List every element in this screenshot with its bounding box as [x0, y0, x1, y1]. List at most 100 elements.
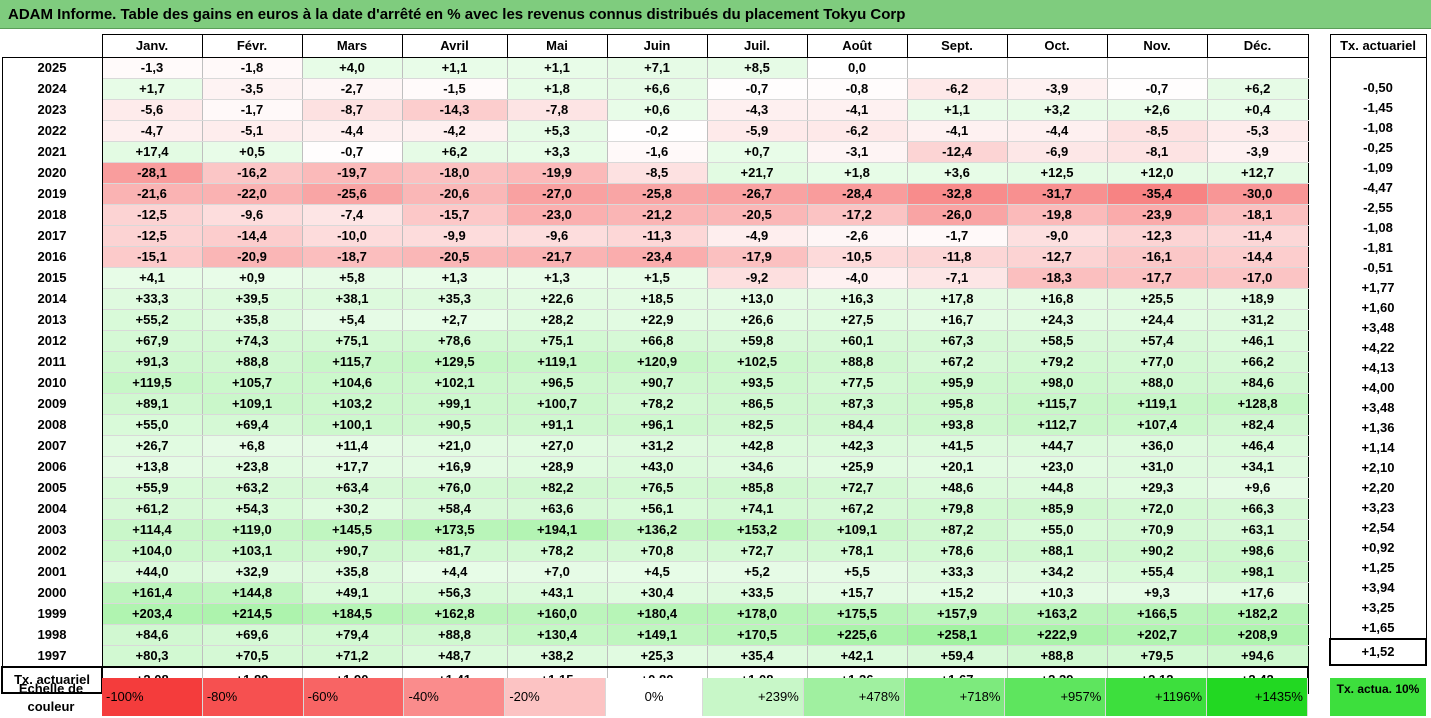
gain-cell: +18,9: [1207, 288, 1309, 310]
gain-cell: +173,5: [402, 519, 508, 541]
gain-cell: -27,0: [507, 183, 608, 205]
gain-cell: -17,7: [1107, 267, 1208, 289]
gain-cell: +18,5: [607, 288, 708, 310]
gain-cell: +42,1: [807, 645, 908, 668]
gain-cell: +66,3: [1207, 498, 1309, 520]
header-corner: [2, 35, 102, 58]
gain-cell: +85,8: [707, 477, 808, 499]
gain-cell: -4,9: [707, 225, 808, 247]
gain-cell: +55,9: [102, 477, 203, 499]
tx-actuariel-cell: +2,20: [1329, 478, 1427, 498]
month-header: Juil.: [706, 34, 808, 58]
gain-cell: -20,5: [707, 204, 808, 226]
gain-cell: +1,1: [907, 99, 1008, 121]
gain-cell: +82,5: [707, 414, 808, 436]
year-label: 2019: [1, 183, 103, 205]
gain-cell: +170,5: [707, 624, 808, 646]
gain-cell: -8,5: [607, 162, 708, 184]
gain-cell: +23,0: [1007, 456, 1108, 478]
gain-cell: -4,4: [302, 120, 403, 142]
year-label: 1999: [1, 603, 103, 625]
gain-cell: -20,5: [402, 246, 508, 268]
year-row: 2021 +17,4 +0,5 -0,7 +6,2 +3,3 -1,6 +0,7 -3,1 -12…: [1, 141, 1309, 163]
year-row: 2015 +4,1 +0,9 +5,8 +1,3 +1,3 +1,5 -9,2 -4,0 -7,1…: [1, 267, 1309, 289]
tx-actuariel-total: +1,52: [1329, 638, 1427, 666]
gain-cell: +25,3: [607, 645, 708, 668]
year-label: 1998: [1, 624, 103, 646]
gain-cell: +104,0: [102, 540, 203, 562]
gain-cell: +33,5: [707, 582, 808, 604]
gain-cell: +31,2: [607, 435, 708, 457]
gain-cell: +115,7: [1007, 393, 1108, 415]
tx-actuariel-cell: +2,54: [1329, 518, 1427, 538]
gain-cell: +78,2: [607, 393, 708, 415]
year-row: 2003 +114,4 +119,0 +145,5 +173,5 +194,1 +136,2…: [1, 519, 1309, 541]
year-row: 2024 +1,7 -3,5 -2,7 -1,5 +1,8 +6,6 -0,7 -0,8 -6,2…: [1, 78, 1309, 100]
tx-actuariel-cell: -4,47: [1329, 178, 1427, 198]
tx-actuariel-cell: [1329, 57, 1427, 78]
gain-cell: +0,7: [707, 141, 808, 163]
tx-actuariel-cell: -1,45: [1329, 98, 1427, 118]
gain-cell: -31,7: [1007, 183, 1108, 205]
color-scale-step: +1435%: [1207, 678, 1308, 716]
tx-actuariel-cell: +3,48: [1329, 318, 1427, 338]
gain-cell: +2,6: [1107, 99, 1208, 121]
gain-cell: -30,0: [1207, 183, 1309, 205]
gain-cell: -12,5: [102, 204, 203, 226]
gain-cell: +85,9: [1007, 498, 1108, 520]
tx-actuariel-cell: +3,94: [1329, 578, 1427, 598]
month-header: Avril: [401, 34, 508, 58]
year-label: 2023: [1, 99, 103, 121]
gains-table-body: 2025 -1,3 -1,8 +4,0 +1,1 +1,1 +7,1 +8,5 0,0 2024 +…: [1, 57, 1309, 694]
gain-cell: +109,1: [202, 393, 303, 415]
gain-cell: +3,3: [507, 141, 608, 163]
gain-cell: +86,5: [707, 393, 808, 415]
year-row: 2007 +26,7 +6,8 +11,4 +21,0 +27,0 +31,2 +42,8 +4…: [1, 435, 1309, 457]
gain-cell: +90,2: [1107, 540, 1208, 562]
gain-cell: +78,2: [507, 540, 608, 562]
gain-cell: +15,2: [907, 582, 1008, 604]
gain-cell: +34,6: [707, 456, 808, 478]
gain-cell: +4,1: [102, 267, 203, 289]
tx-actuariel-cell: +4,22: [1329, 338, 1427, 358]
tx-actuariel-cell: -0,50: [1329, 78, 1427, 98]
gain-cell: +70,8: [607, 540, 708, 562]
gain-cell: +79,2: [1007, 351, 1108, 373]
gain-cell: +59,4: [907, 645, 1008, 668]
tx-actuariel-cell: +0,92: [1329, 538, 1427, 558]
gain-cell: -4,4: [1007, 120, 1108, 142]
month-header: Mai: [506, 34, 608, 58]
gain-cell: +84,6: [1207, 372, 1309, 394]
year-row: 2017 -12,5 -14,4 -10,0 -9,9 -9,6 -11,3 -4,9 -2,6…: [1, 225, 1309, 247]
gain-cell: +88,8: [807, 351, 908, 373]
gain-cell: +1,8: [807, 162, 908, 184]
tx-actuariel-cell: +3,48: [1329, 398, 1427, 418]
gain-cell: +31,0: [1107, 456, 1208, 478]
gain-cell: -17,9: [707, 246, 808, 268]
tx-actuariel-cell: +1,36: [1329, 418, 1427, 438]
gain-cell: +28,2: [507, 309, 608, 331]
gain-cell: +48,6: [907, 477, 1008, 499]
gain-cell: +1,3: [507, 267, 608, 289]
gain-cell: +23,8: [202, 456, 303, 478]
gain-cell: -14,3: [402, 99, 508, 121]
gain-cell: +15,7: [807, 582, 908, 604]
gain-cell: -12,7: [1007, 246, 1108, 268]
gain-cell: +2,7: [402, 309, 508, 331]
gain-cell: +0,6: [607, 99, 708, 121]
gain-cell: -5,1: [202, 120, 303, 142]
tx-actuariel-cell: +4,13: [1329, 358, 1427, 378]
color-scale-step: +957%: [1005, 678, 1107, 716]
gain-cell: +6,8: [202, 435, 303, 457]
month-header: Févr.: [201, 34, 303, 58]
gain-cell: +0,4: [1207, 99, 1309, 121]
year-row: 2023 -5,6 -1,7 -8,7 -14,3 -7,8 +0,6 -4,3 -4,1 +1,…: [1, 99, 1309, 121]
gain-cell: +5,4: [302, 309, 403, 331]
tx-actuariel-cell: +1,65: [1329, 618, 1427, 639]
year-row: 2006 +13,8 +23,8 +17,7 +16,9 +28,9 +43,0 +34,6 +…: [1, 456, 1309, 478]
gain-cell: +107,4: [1107, 414, 1208, 436]
year-row: 2001 +44,0 +32,9 +35,8 +4,4 +7,0 +4,5 +5,2 +5,5 +…: [1, 561, 1309, 583]
gain-cell: +145,5: [302, 519, 403, 541]
gain-cell: -18,0: [402, 162, 508, 184]
gain-cell: -0,2: [607, 120, 708, 142]
